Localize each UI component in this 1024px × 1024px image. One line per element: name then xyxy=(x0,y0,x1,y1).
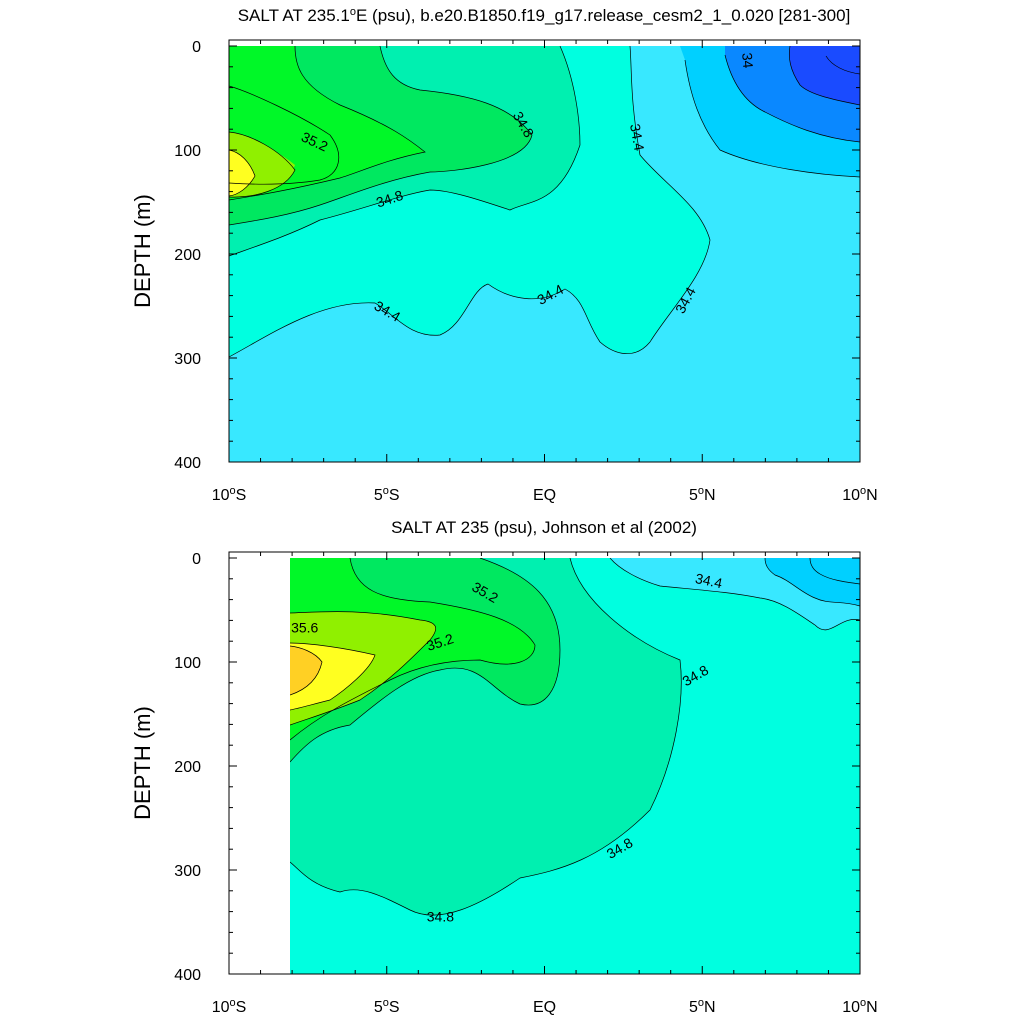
salinity-band-34-0 xyxy=(810,558,860,584)
contour-label: 34.8 xyxy=(427,909,454,925)
y-tick-label: 100 xyxy=(174,143,201,160)
y-tick-label: 400 xyxy=(174,455,201,472)
y-tick-label: 0 xyxy=(192,39,201,56)
contour-line xyxy=(290,642,376,711)
salinity-band-below-33-6 xyxy=(826,46,860,74)
x-tick-label: 5oS xyxy=(374,485,400,504)
contour-label: 34.4 xyxy=(694,570,724,591)
contour-line xyxy=(290,558,561,763)
contour-line xyxy=(229,149,256,197)
contour-line xyxy=(809,558,860,585)
y-tick-label: 100 xyxy=(174,655,201,672)
salinity-band-35-8 xyxy=(290,646,322,695)
contour-line xyxy=(229,131,296,198)
cesm-salinity-panel: SALT AT 235.1oE (psu), b.e20.B1850.f19_g… xyxy=(130,6,878,504)
contour-line xyxy=(290,611,436,726)
y-tick-label: 200 xyxy=(174,247,201,264)
contour-line xyxy=(684,59,860,178)
y-tick-label: 300 xyxy=(174,351,201,368)
contour-label: 35.6 xyxy=(291,619,318,635)
y-axis-label: DEPTH (m) xyxy=(130,706,155,820)
panel-title: SALT AT 235.1oE (psu), b.e20.B1850.f19_g… xyxy=(238,6,851,25)
contour-line xyxy=(229,46,581,257)
axes: 0 100 200 300 400 10oS 5oS EQ 5oN 10oN xyxy=(174,39,877,504)
x-tick-label: 10oS xyxy=(212,997,247,1016)
y-tick-label: 200 xyxy=(174,759,201,776)
contour-label: 34 xyxy=(739,52,756,69)
johnson-salinity-panel: SALT AT 235 (psu), Johnson et al (2002) … xyxy=(130,518,878,1016)
contour-line xyxy=(229,46,426,201)
contour-line xyxy=(825,55,860,75)
y-axis-label: DEPTH (m) xyxy=(130,194,155,308)
contour-line xyxy=(724,54,860,143)
y-tick-label: 400 xyxy=(174,967,201,984)
x-tick-label: 10oN xyxy=(842,485,877,504)
x-tick-label: EQ xyxy=(533,487,556,504)
contour-line xyxy=(788,46,860,106)
y-tick-label: 0 xyxy=(192,551,201,568)
x-tick-label: 10oN xyxy=(842,997,877,1016)
salinity-fill: 35.635.235.2 34.434.834.834.8 xyxy=(290,558,860,974)
x-tick-label: 5oS xyxy=(374,997,400,1016)
contour-line xyxy=(229,85,339,185)
x-tick-label: EQ xyxy=(533,999,556,1016)
contour-line xyxy=(290,558,536,741)
contour-line xyxy=(229,46,711,358)
x-tick-label: 5oN xyxy=(689,485,716,504)
contour-line xyxy=(764,558,860,607)
contour-line xyxy=(229,46,533,226)
axes: 0 100 200 300 400 10oS 5oS EQ 5oN 10oN xyxy=(174,551,877,1016)
y-tick-label: 300 xyxy=(174,863,201,880)
contour-line xyxy=(290,558,682,916)
contour-line xyxy=(290,645,323,696)
contour-line xyxy=(609,558,860,631)
x-tick-label: 5oN xyxy=(689,997,716,1016)
x-tick-label: 10oS xyxy=(212,485,247,504)
contour-label: 34.4 xyxy=(627,122,648,152)
panel-title: SALT AT 235 (psu), Johnson et al (2002) xyxy=(391,518,697,537)
